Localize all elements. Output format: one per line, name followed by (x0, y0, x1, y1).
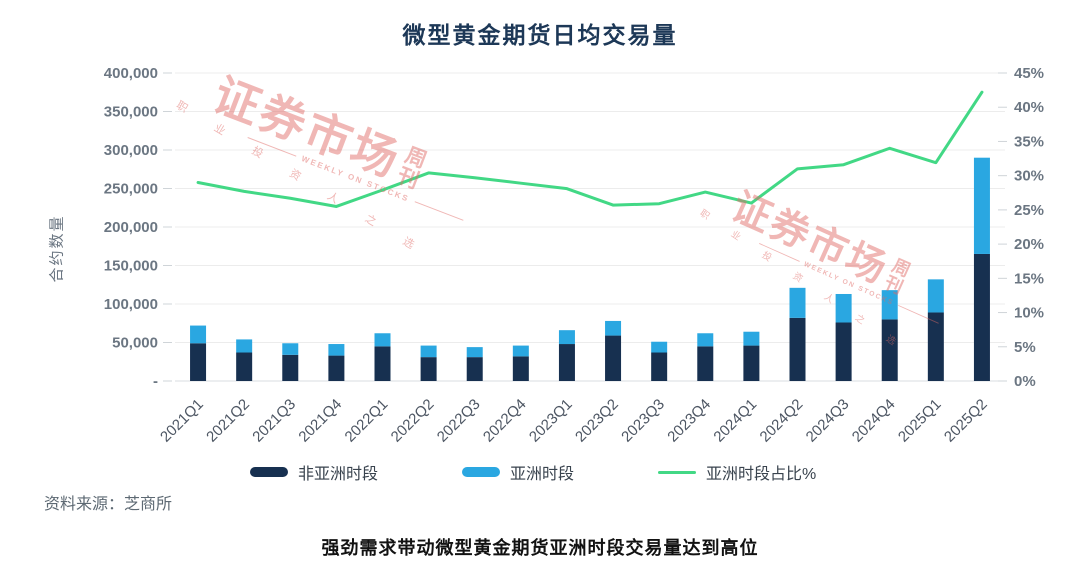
bar-asian-2022Q3 (466, 347, 483, 358)
x-axis-tick-label: 2024Q3 (803, 396, 853, 446)
bar-non-asian-2023Q2 (605, 335, 622, 381)
bar-asian-2024Q4 (881, 290, 898, 320)
page-title: 微型黄金期货日均交易量 (402, 22, 678, 48)
left-axis-tick-label: 200,000 (104, 219, 158, 236)
right-axis-tick-label: 30% (1014, 168, 1044, 185)
left-axis-tick-label: 250,000 (104, 181, 158, 198)
x-axis-tick-label: 2024Q1 (710, 396, 760, 446)
x-axis-tick-label: 2025Q2 (941, 396, 991, 446)
bar-asian-2024Q3 (835, 293, 852, 323)
x-axis-tick-label: 2024Q2 (757, 396, 807, 446)
legend-label-asian-share: 亚洲时段占比% (706, 466, 817, 483)
x-axis-tick-label: 2023Q4 (664, 396, 714, 446)
left-axis-tick-label: 350,000 (104, 104, 158, 121)
bar-asian-2021Q2 (236, 339, 253, 353)
bar-non-asian-2024Q4 (881, 319, 898, 381)
bar-non-asian-2023Q1 (558, 344, 575, 381)
bar-asian-2024Q2 (789, 287, 806, 318)
left-axis-tick-label: 50,000 (112, 335, 158, 352)
bar-asian-2025Q1 (927, 279, 944, 313)
bar-asian-2021Q4 (328, 344, 345, 356)
x-axis-tick-label: 2021Q3 (249, 396, 299, 446)
bar-asian-2021Q1 (190, 325, 207, 344)
x-axis-tick-label: 2021Q2 (203, 396, 253, 446)
legend: 非亚洲时段 亚洲时段 亚洲时段占比% (250, 460, 816, 484)
left-axis-tick-label: 400,000 (104, 65, 158, 82)
bar-non-asian-2021Q2 (236, 352, 253, 381)
bottom-caption: 强劲需求带动微型黄金期货亚洲时段交易量达到高位 (321, 538, 759, 558)
bar-non-asian-2022Q3 (466, 357, 483, 381)
right-axis-tick-label: 5% (1014, 339, 1036, 356)
asia-share-line (196, 90, 984, 208)
bar-non-asian-2021Q3 (282, 354, 299, 381)
bar-non-asian-2023Q4 (697, 346, 714, 381)
legend-item-asian: 亚洲时段 (462, 460, 574, 484)
x-axis-tick-label: 2022Q3 (434, 396, 484, 446)
x-axis-tick-label: 2022Q2 (388, 396, 438, 446)
legend-label-non-asian: 非亚洲时段 (298, 466, 379, 483)
bar-asian-2021Q3 (282, 343, 299, 355)
right-axis-tick-label: 45% (1014, 65, 1044, 82)
bar-non-asian-2021Q1 (190, 343, 207, 381)
legend-swatch-asian-share (658, 470, 697, 474)
bar-non-asian-2024Q3 (835, 322, 852, 381)
x-axis-tick-label: 2021Q4 (295, 396, 345, 446)
right-axis-tick-label: 0% (1014, 373, 1036, 390)
bar-non-asian-2024Q1 (743, 345, 760, 381)
legend-item-non-asian: 非亚洲时段 (250, 460, 378, 484)
bar-non-asian-2021Q4 (328, 355, 345, 381)
x-axis-tick-label: 2022Q1 (342, 396, 392, 446)
right-axis-tick-label: 25% (1014, 202, 1044, 219)
source-note: 资料来源：芝商所 (44, 496, 173, 513)
x-axis-tick-label: 2021Q1 (157, 396, 207, 446)
bar-non-asian-2024Q2 (789, 317, 806, 381)
bar-non-asian-2025Q2 (973, 253, 990, 381)
bar-non-asian-2025Q1 (927, 312, 944, 381)
x-axis-tick-label: 2025Q1 (895, 396, 945, 446)
left-axis-tick-label: 150,000 (104, 258, 158, 275)
bar-asian-2023Q3 (651, 341, 668, 353)
legend-item-asian-share: 亚洲时段占比% (658, 460, 816, 484)
bar-asian-2022Q4 (512, 345, 529, 357)
legend-swatch-asian (462, 467, 501, 477)
bar-asian-2023Q4 (697, 333, 714, 347)
x-axis-tick-label: 2022Q4 (480, 396, 530, 446)
bar-asian-2023Q2 (605, 320, 622, 336)
chart-canvas: - 50,000 100,000 150,000 200,000 250,000 300,0… (104, 65, 1044, 446)
x-axis-tick-label: 2023Q2 (572, 396, 622, 446)
left-axis-tick-label: 300,000 (104, 142, 158, 159)
bar-non-asian-2022Q2 (420, 357, 437, 381)
right-axis-tick-label: 40% (1014, 99, 1044, 116)
x-axis-tick-label: 2023Q3 (618, 396, 668, 446)
x-axis-tick-label: 2024Q4 (849, 396, 899, 446)
legend-label-asian: 亚洲时段 (510, 466, 575, 483)
bar-non-asian-2022Q4 (512, 356, 529, 381)
bar-asian-2022Q1 (374, 333, 391, 347)
right-axis-tick-label: 20% (1014, 236, 1044, 253)
left-axis-tick-label: - (153, 373, 158, 390)
bar-asian-2022Q2 (420, 345, 437, 358)
bar-asian-2025Q2 (973, 157, 990, 254)
bar-non-asian-2023Q3 (651, 352, 668, 381)
right-axis-tick-label: 15% (1014, 270, 1044, 287)
right-axis-tick-label: 10% (1014, 305, 1044, 322)
bar-non-asian-2022Q1 (374, 346, 391, 381)
left-axis-tick-label: 100,000 (104, 296, 158, 313)
x-axis-tick-label: 2023Q1 (526, 396, 576, 446)
right-axis-tick-label: 35% (1014, 133, 1044, 150)
bar-asian-2023Q1 (558, 330, 575, 345)
bar-asian-2024Q1 (743, 331, 760, 346)
legend-swatch-non-asian (250, 467, 288, 477)
